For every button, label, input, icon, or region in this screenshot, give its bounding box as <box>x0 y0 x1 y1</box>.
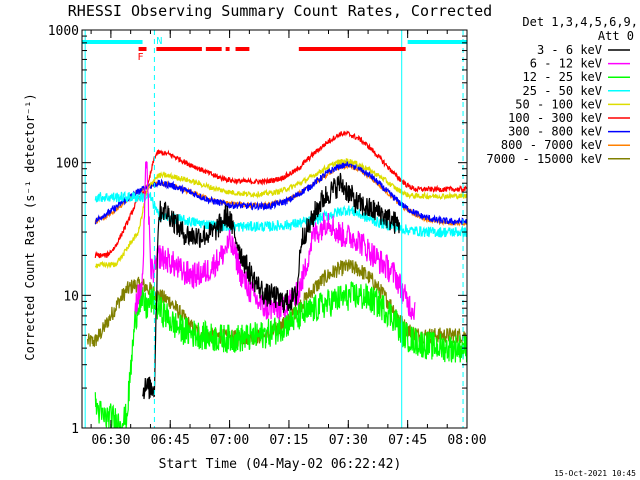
legend-label-6: 300 - 800 keV <box>508 125 602 139</box>
legend-header-line-1: Det 1,3,4,5,6,9, <box>522 15 638 29</box>
x-tick-label-4: 07:30 <box>329 433 368 448</box>
x-tick-label-6: 08:00 <box>447 433 486 448</box>
legend-label-0: 3 - 6 keV <box>537 43 602 57</box>
frame-layer: 06:30 06:45 07:00 07:15 07:30 07:45 08:00 1 10 10… <box>48 24 487 448</box>
legend-label-4: 50 - 100 keV <box>515 97 602 111</box>
x-tick-label-0: 06:30 <box>91 433 130 448</box>
plot-content: FN <box>82 30 467 428</box>
flag-label-n: N <box>156 36 162 47</box>
y-tick-label-1: 10 <box>63 289 79 304</box>
plot-area: FN <box>82 30 467 428</box>
x-axis-label: Start Time (04-May-02 06:22:42) <box>159 457 402 472</box>
legend-label-3: 25 - 50 keV <box>523 84 602 98</box>
footer-timestamp: 15-Oct-2021 10:45 <box>554 469 636 478</box>
legend-label-2: 12 - 25 keV <box>523 70 602 84</box>
plot-frame <box>81 29 468 429</box>
flag-label-f: F <box>138 52 144 63</box>
series-line-6 <box>94 160 467 226</box>
x-tick-label-3: 07:15 <box>269 433 308 448</box>
legend-header-line-2: Att 0 <box>598 29 634 43</box>
x-tick-label-1: 06:45 <box>151 433 190 448</box>
x-tick-label-2: 07:00 <box>210 433 249 448</box>
series-line-5 <box>94 130 467 259</box>
x-tick-label-5: 07:45 <box>388 433 427 448</box>
series-line-2 <box>94 281 467 428</box>
y-tick-label-2: 100 <box>56 157 79 172</box>
legend-label-1: 6 - 12 keV <box>530 57 602 71</box>
y-tick-label-0: 1 <box>71 422 79 437</box>
y-tick-label-3: 1000 <box>48 24 79 39</box>
y-axis-label: Corrected Count Rate (s⁻¹ detector⁻¹) <box>23 93 37 360</box>
series-line-4 <box>94 158 467 270</box>
chart-title: RHESSI Observing Summary Count Rates, Co… <box>68 2 492 20</box>
series-line-3 <box>94 191 467 239</box>
series-line-0 <box>142 172 400 400</box>
legend-label-5: 100 - 300 keV <box>508 111 602 125</box>
legend-label-7: 800 - 7000 keV <box>501 138 602 152</box>
legend-label-8: 7000 - 15000 keV <box>486 152 602 166</box>
